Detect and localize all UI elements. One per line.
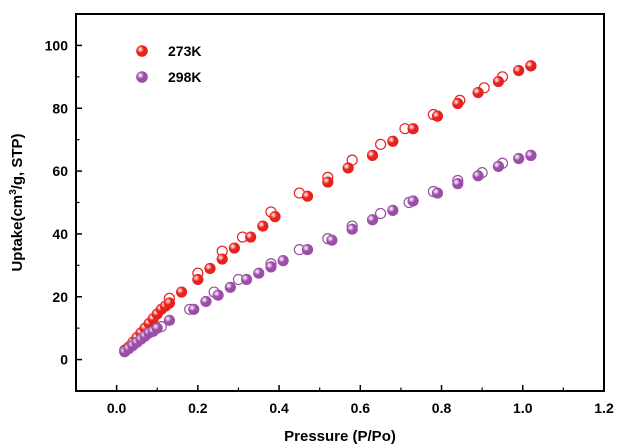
point-298k-adsorption [277,255,289,267]
point-273k-desorption [375,138,387,150]
point-273k-adsorption [269,211,281,223]
y-tick-label: 60 [52,163,68,179]
point-298k-adsorption [224,281,236,293]
point-298k-adsorption [253,267,265,279]
point-273k-adsorption [176,286,188,298]
point-273k-adsorption [163,297,176,309]
y-axis-title-superscript: 3 [8,189,19,195]
y-axis-title: Uptake(cm3/g, STP) [8,133,26,271]
y-axis-title-prefix: Uptake(cm [9,195,26,272]
axis-ticks-group: 0.0 0.2 0.4 0.6 0.8 1.0 1.2 0 20 40 60 80 100 [45,13,614,416]
y-tick-label: 100 [45,37,69,53]
point-298k-adsorption [366,214,379,226]
point-298k-adsorption [472,170,484,182]
point-298k-adsorption [492,160,505,172]
y-tick-label: 40 [52,226,68,242]
point-273k-adsorption [245,231,257,243]
y-tick-label: 80 [52,100,68,116]
point-298k-adsorption [188,303,200,315]
point-298k-adsorption [212,289,224,301]
point-298k-adsorption [431,187,444,199]
x-tick-label: 0.6 [351,400,371,416]
point-273k-adsorption [387,135,399,147]
legend: 273K 298K [136,43,201,85]
point-273k-adsorption [407,123,419,135]
y-axis-title-suffix: /g, STP) [9,133,26,189]
point-273k-adsorption [216,253,228,265]
point-298k-adsorption [387,204,399,216]
point-273k-adsorption [492,75,505,88]
legend-marker-273k [136,45,148,57]
point-298k-adsorption [407,195,419,207]
point-273k-adsorption [452,97,464,110]
point-298k-adsorption [513,152,525,165]
y-tick-label: 0 [60,352,68,368]
point-273k-adsorption [342,162,354,174]
point-298k-adsorption [452,178,464,190]
point-273k-adsorption [192,273,204,286]
point-273k-adsorption [322,176,334,188]
point-273k-adsorption [472,86,484,99]
point-298k-adsorption [151,322,163,334]
point-298k-desorption [375,207,387,220]
x-tick-label: 1.0 [513,400,533,416]
x-tick-label: 0.0 [107,400,127,416]
point-298k-adsorption [326,234,338,246]
point-298k-adsorption [163,314,176,326]
legend-label-298k: 298K [168,69,201,85]
point-298k-adsorption [301,244,314,256]
point-298k-adsorption [200,295,212,308]
x-tick-label: 0.2 [188,400,208,416]
point-273k-adsorption [513,64,525,77]
x-tick-label: 1.2 [594,400,614,416]
point-298k-adsorption [240,273,253,286]
point-298k-adsorption [525,149,537,161]
point-273k-adsorption [204,262,216,275]
point-273k-adsorption [257,220,269,232]
point-273k-adsorption [228,242,240,254]
point-273k-adsorption [525,60,537,72]
data-points-group [119,60,537,358]
y-tick-label: 20 [52,289,68,305]
x-axis-title: Pressure (P/Po) [284,428,396,445]
point-298k-adsorption [346,223,358,235]
x-tick-label: 0.4 [269,400,289,416]
legend-marker-298k [136,71,148,83]
point-273k-adsorption [431,110,444,122]
x-tick-label: 0.8 [432,400,452,416]
point-273k-adsorption [366,149,379,161]
point-298k-adsorption [265,261,277,273]
point-273k-adsorption [301,190,314,202]
legend-label-273k: 273K [168,43,201,59]
